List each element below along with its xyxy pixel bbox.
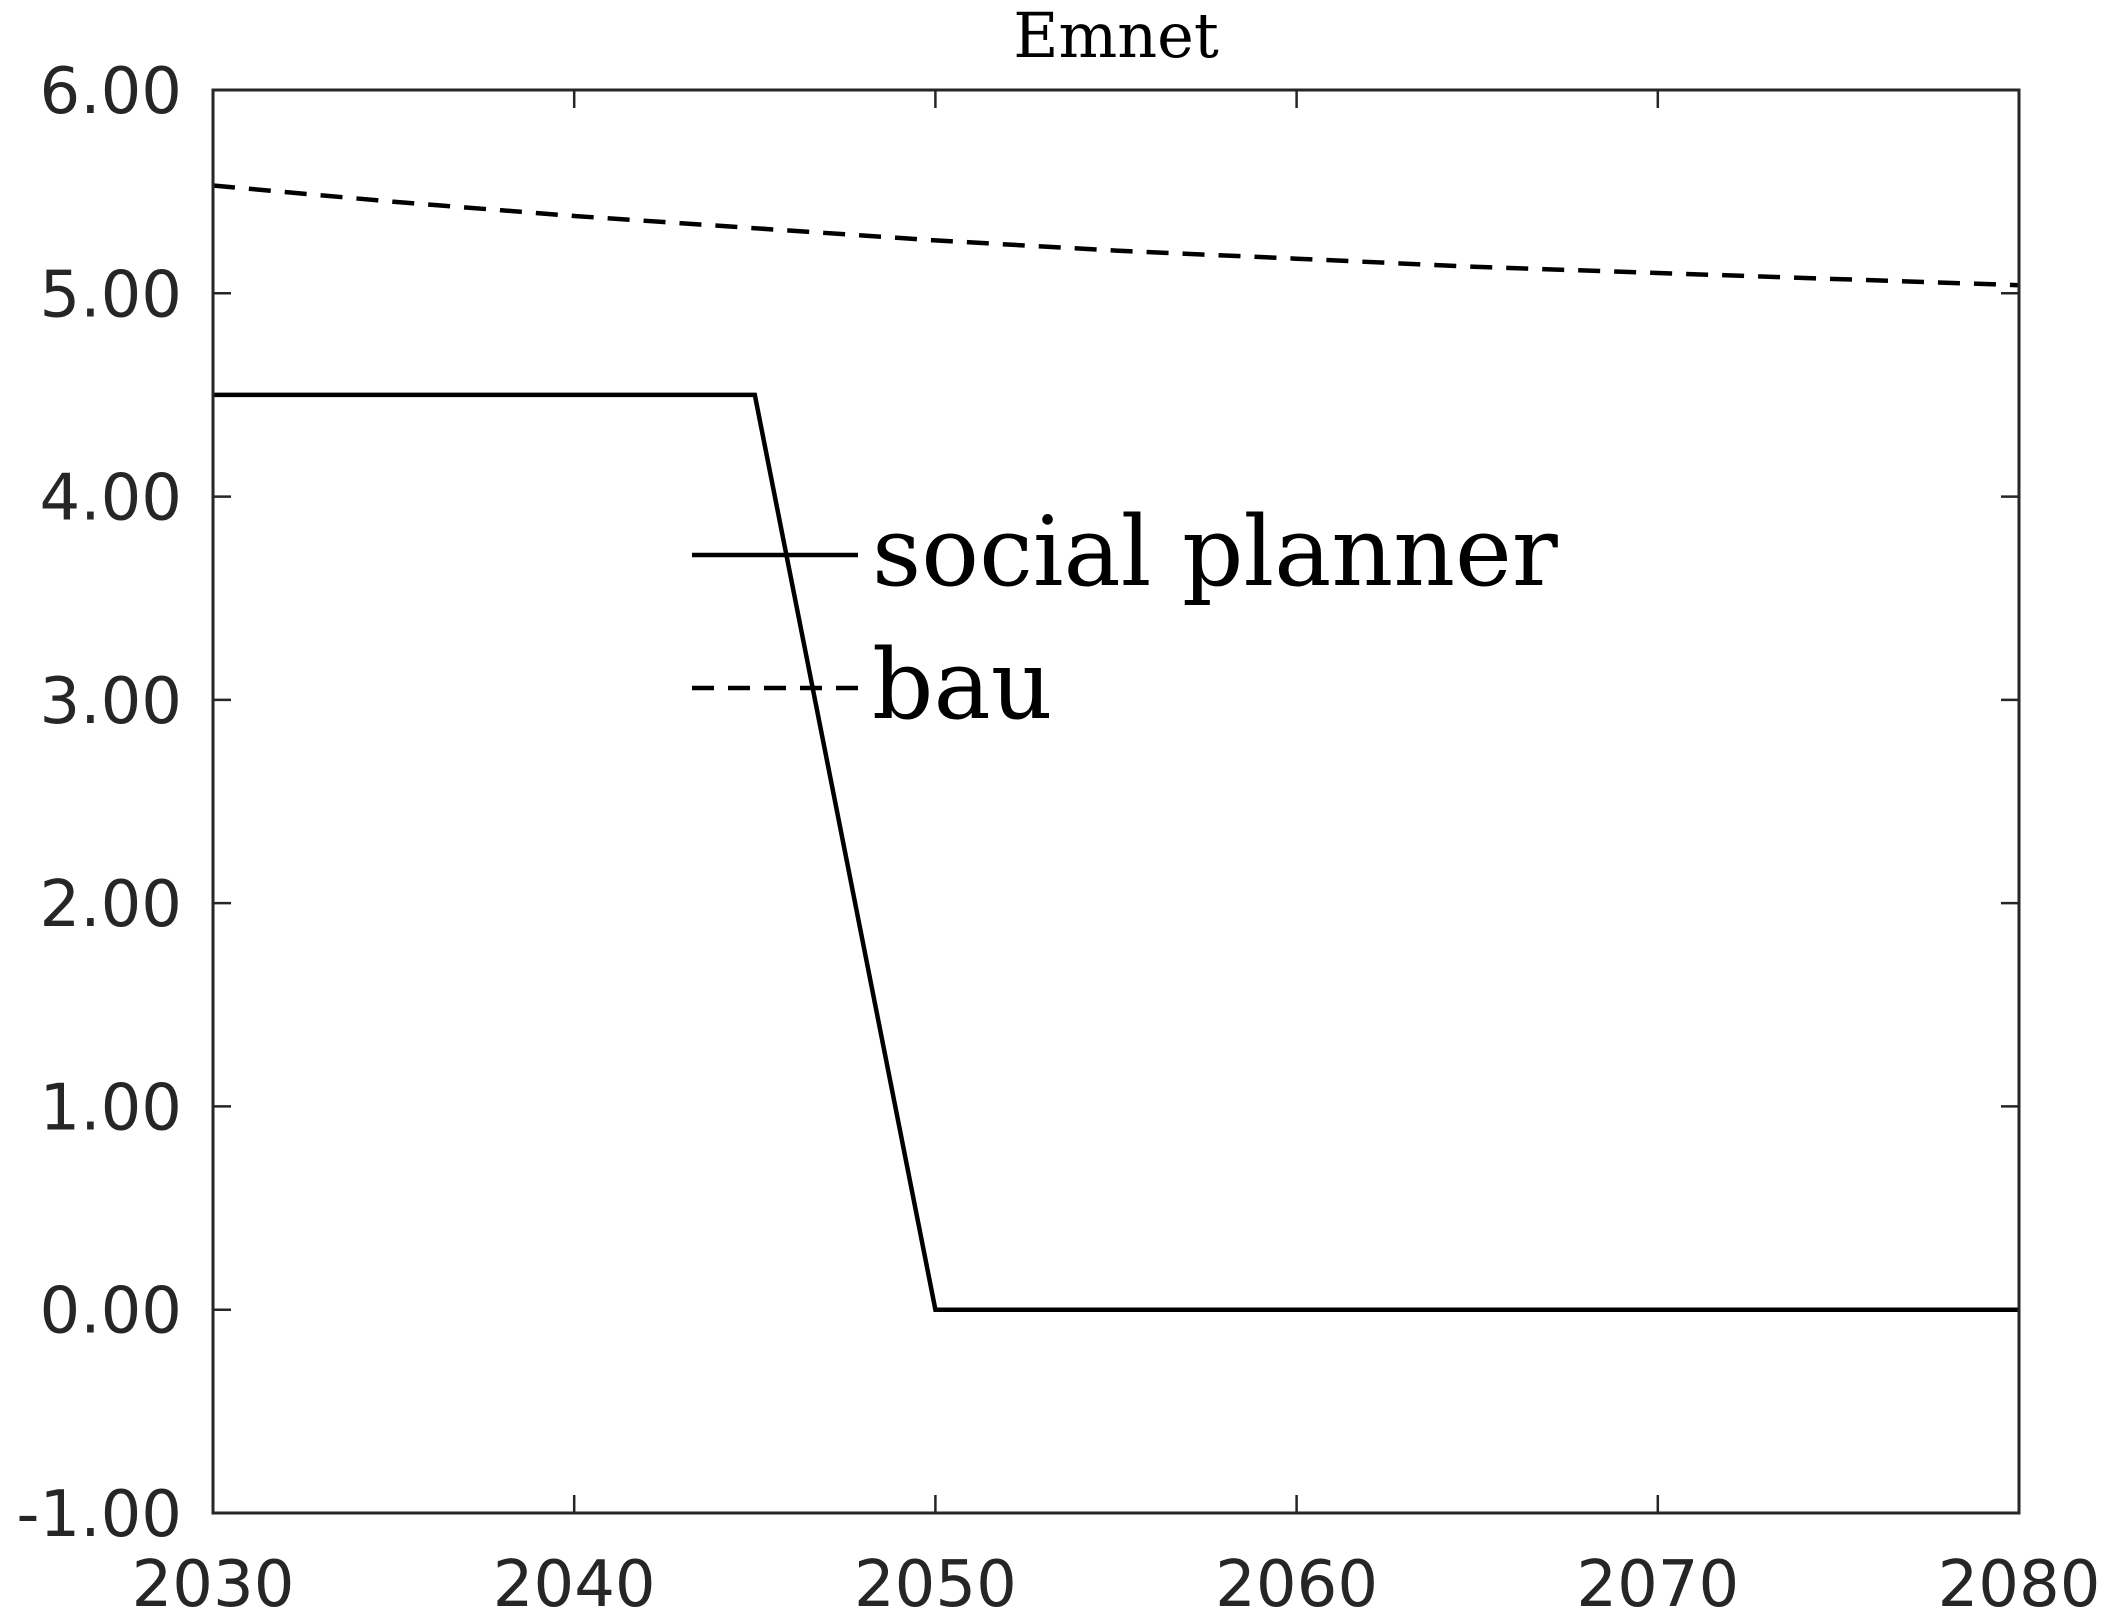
chart-title: Emnet: [1013, 0, 1219, 72]
legend: social planner bau: [692, 496, 1558, 741]
series-line-social-planner: [213, 392, 2019, 1312]
x-tick-label: 2080: [1938, 1548, 2101, 1612]
series-layer: [212, 183, 2020, 1312]
y-tick-label: 6.00: [40, 55, 183, 129]
x-tick-labels: 2030 2040 2050 2060 2070 2080: [132, 1548, 2101, 1612]
legend-label: social planner: [872, 496, 1558, 608]
x-tick-label: 2040: [493, 1548, 656, 1612]
series-line-bau: [212, 183, 2020, 288]
x-tick-label: 2060: [1215, 1548, 1378, 1612]
y-tick-label: 0.00: [40, 1275, 183, 1349]
y-tick-labels: -1.00 0.00 1.00 2.00 3.00 4.00 5.00 6.00: [16, 55, 182, 1552]
plot-frame: [211, 88, 2021, 1515]
x-tick-label: 2050: [854, 1548, 1017, 1612]
y-tick-label: -1.00: [16, 1478, 182, 1552]
legend-label: bau: [872, 629, 1053, 741]
x-tick-label: 2030: [132, 1548, 295, 1612]
y-tick-label: 5.00: [40, 258, 183, 332]
x-tick-label: 2070: [1576, 1548, 1739, 1612]
y-tick-label: 2.00: [40, 868, 183, 942]
y-tick-label: 1.00: [40, 1071, 183, 1145]
y-tick-label: 3.00: [40, 665, 183, 739]
y-tick-label: 4.00: [40, 462, 183, 536]
